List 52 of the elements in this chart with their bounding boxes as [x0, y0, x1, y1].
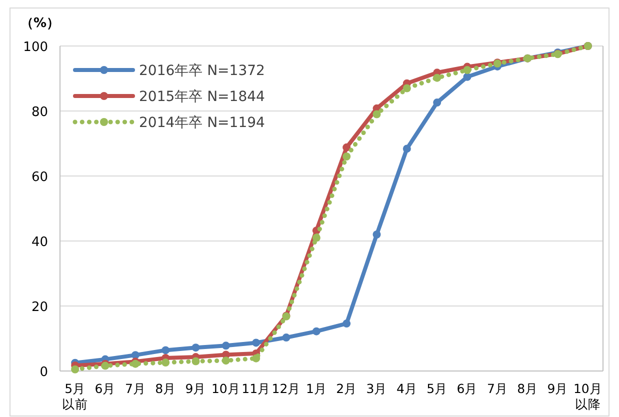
point [372, 230, 381, 238]
point [71, 365, 80, 374]
point [342, 152, 351, 160]
point [192, 357, 200, 366]
point [312, 327, 320, 336]
y-tick-label: 60 [31, 170, 48, 185]
x-tick-label: 7月 [124, 381, 146, 396]
x-tick-label: 1月 [306, 381, 327, 396]
x-tick-label: 9月 [185, 381, 206, 396]
x-tick-label: 4月 [396, 381, 418, 396]
x-tick-label: 6月 [456, 381, 478, 396]
point [222, 342, 230, 350]
point [342, 320, 351, 328]
point [312, 234, 320, 242]
point [433, 98, 442, 107]
point [162, 346, 170, 354]
x-tick-label: 3月 [366, 381, 388, 396]
point [252, 354, 260, 362]
x-tick-label: 5月以前 [62, 381, 88, 412]
point [282, 334, 290, 342]
point [162, 358, 170, 367]
legend-label: 2015年卒 N=1844 [139, 89, 266, 105]
point [192, 344, 200, 352]
x-tick-label: 10月以降 [573, 381, 602, 412]
y-axis-title: （%） [20, 16, 60, 31]
y-tick-label: 40 [31, 235, 48, 250]
x-tick-label: 5月 [426, 381, 448, 396]
y-tick-label: 20 [31, 300, 48, 315]
x-tick-label: 8月 [517, 381, 538, 396]
x-tick-label: 10月 [211, 381, 240, 396]
x-tick-label: 9月 [547, 381, 568, 396]
point [402, 84, 411, 92]
point [372, 110, 381, 118]
point [433, 74, 442, 82]
x-tick-label: 12月 [272, 381, 301, 396]
y-tick-label: 0 [40, 365, 48, 380]
point [222, 356, 230, 365]
x-tick-label: 7月 [486, 381, 508, 396]
y-tick-label: 80 [31, 105, 48, 120]
x-tick-label: 8月 [155, 381, 176, 396]
point [463, 66, 472, 74]
legend-label: 2014年卒 N=1194 [139, 115, 266, 131]
point [252, 338, 260, 347]
point [463, 72, 472, 81]
point [131, 351, 140, 360]
point [342, 143, 351, 152]
y-tick-label: 100 [23, 40, 48, 55]
x-tick-label: 6月 [94, 381, 116, 396]
point [402, 144, 411, 153]
x-tick-label: 11月 [242, 381, 271, 396]
legend-label: 2016年卒 N=1372 [139, 63, 265, 79]
x-tick-label: 2月 [336, 381, 358, 396]
